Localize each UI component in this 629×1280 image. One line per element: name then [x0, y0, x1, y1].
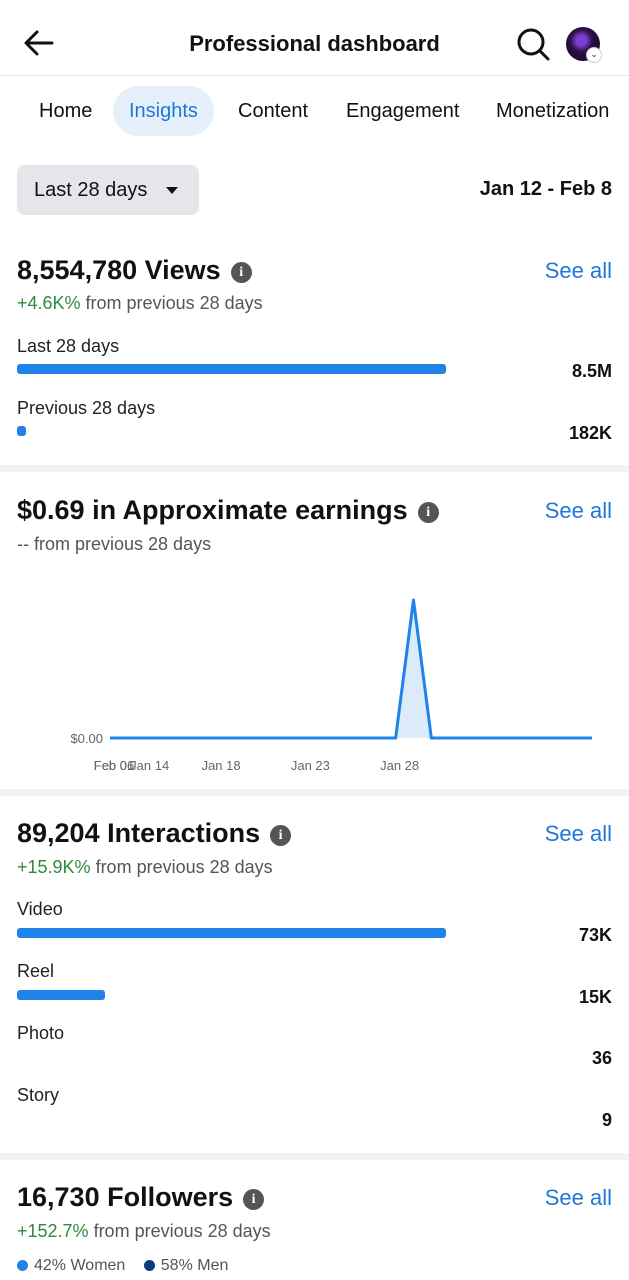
earnings-area-fill [110, 600, 592, 738]
women-label: Women [70, 1257, 126, 1274]
followers-change-text: +152.7% from previous 28 days [17, 1221, 271, 1242]
earnings-series-line [110, 598, 592, 740]
x-tick-label: Feb 06 [94, 758, 134, 773]
followers-see-all-link[interactable]: See all [544, 1185, 612, 1210]
section-divider [0, 465, 629, 472]
men-pct: 58% [160, 1257, 193, 1274]
views-row-value: 8.5M [571, 361, 612, 381]
views-previous-28-bar [17, 426, 26, 436]
men-legend-dot [143, 1260, 155, 1271]
top-app-bar: Professional dashboard ⌄ [0, 0, 629, 76]
followers-title-text: 16,730 Followers [17, 1182, 234, 1212]
interactions-change-text: +15.9K% from previous 28 days [17, 857, 273, 878]
info-icon[interactable]: i [417, 502, 439, 523]
views-see-all-link[interactable]: See all [544, 258, 612, 283]
tab-home[interactable]: Home [39, 100, 93, 122]
interaction-row-label: Photo [17, 1023, 65, 1043]
earnings-change-value: -- [17, 534, 29, 554]
interaction-row-label: Story [17, 1085, 60, 1105]
interactions-section-title: 89,204 Interactions i [17, 818, 292, 849]
interaction-row-value: 15K [578, 987, 612, 1007]
views-change-value: +4.6K% [17, 293, 81, 313]
interaction-row-label: Video [17, 899, 63, 919]
women-pct: 42% [34, 1257, 67, 1274]
tab-monetization[interactable]: Monetization [496, 100, 610, 122]
earnings-title-text: $0.69 in Approximate earnings [17, 495, 408, 525]
tab-insights[interactable]: Insights [113, 86, 214, 136]
interaction-reel-bar [17, 990, 105, 1000]
interaction-video-bar [17, 928, 446, 938]
views-row-label: Previous 28 days [17, 398, 156, 418]
views-row-label: Last 28 days [17, 336, 120, 356]
interactions-title-text: 89,204 Interactions [17, 818, 261, 848]
views-section-title: 8,554,780 Views i [17, 255, 252, 286]
x-tick-label: Feb 01 [94, 758, 134, 773]
back-arrow-icon[interactable] [22, 26, 56, 60]
interactions-see-all-link[interactable]: See all [544, 821, 612, 846]
views-title-text: 8,554,780 Views [17, 255, 221, 285]
views-last-28-bar [17, 364, 446, 374]
info-icon[interactable]: i [230, 262, 252, 283]
search-icon[interactable] [516, 27, 550, 61]
interaction-row-value: 9 [601, 1110, 612, 1130]
caret-down-icon [166, 187, 178, 194]
views-change-text: +4.6K% from previous 28 days [17, 293, 263, 314]
tab-engagement[interactable]: Engagement [346, 100, 460, 122]
interaction-row-label: Reel [17, 961, 55, 981]
info-icon[interactable]: i [243, 1189, 265, 1210]
earnings-section-title: $0.69 in Approximate earnings i [17, 495, 439, 526]
profile-avatar[interactable]: ⌄ [566, 27, 602, 63]
tab-bar: Home Insights Content Engagement Monetiz… [0, 86, 629, 138]
x-tick-label: Jan 18 [202, 758, 241, 773]
x-tick-label: Jan 14 [130, 758, 169, 773]
date-range-label: Last 28 days [34, 179, 148, 201]
earnings-see-all-link[interactable]: See all [544, 498, 612, 523]
x-tick-label: Jan 28 [380, 758, 419, 773]
followers-change-value: +152.7% [17, 1221, 89, 1241]
followers-section-title: 16,730 Followers i [17, 1182, 265, 1213]
followers-change-suffix: from previous 28 days [88, 1221, 271, 1241]
y-tick-label: $0.00 [70, 731, 103, 746]
interactions-change-value: +15.9K% [17, 857, 91, 877]
section-divider [0, 789, 629, 796]
gender-legend: 42% Women 58% Men [17, 1257, 228, 1275]
interactions-change-suffix: from previous 28 days [90, 857, 273, 877]
men-label: Men [197, 1257, 229, 1274]
women-legend-dot [17, 1260, 28, 1271]
page-title: Professional dashboard [189, 31, 440, 56]
date-range-text: Jan 12 - Feb 8 [479, 178, 612, 200]
x-tick-label: Jan 23 [291, 758, 330, 773]
section-divider [0, 1153, 629, 1160]
info-icon[interactable]: i [270, 825, 292, 846]
tab-content[interactable]: Content [238, 100, 309, 122]
views-change-suffix: from previous 28 days [80, 293, 263, 313]
earnings-change-suffix: from previous 28 days [29, 534, 212, 554]
views-row-value: 182K [568, 423, 612, 443]
interaction-row-value: 73K [578, 925, 612, 945]
interaction-row-value: 36 [591, 1048, 612, 1068]
date-range-dropdown[interactable]: Last 28 days [17, 165, 199, 215]
chevron-down-icon: ⌄ [586, 47, 602, 63]
earnings-change-text: -- from previous 28 days [17, 534, 211, 555]
